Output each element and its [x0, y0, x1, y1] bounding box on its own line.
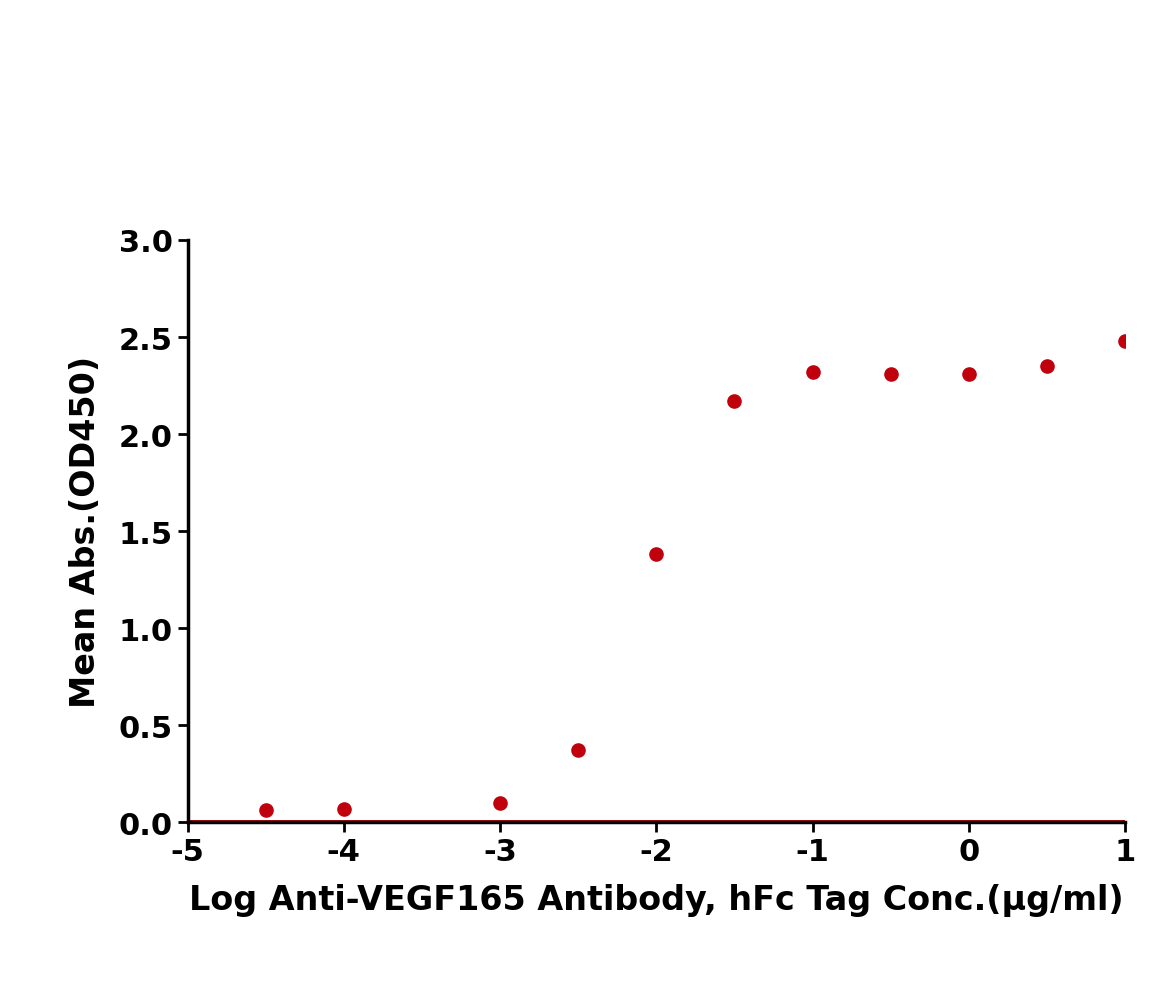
Point: [491, 795, 510, 811]
Y-axis label: Mean Abs.(OD450): Mean Abs.(OD450): [69, 356, 102, 707]
Point: [803, 364, 822, 380]
Point: [334, 800, 353, 816]
Point: [881, 366, 900, 382]
Point: [568, 742, 587, 758]
Point: [257, 801, 275, 817]
Point: [960, 366, 979, 382]
X-axis label: Log Anti-VEGF165 Antibody, hFc Tag Conc.(μg/ml): Log Anti-VEGF165 Antibody, hFc Tag Conc.…: [189, 883, 1124, 916]
Point: [725, 393, 744, 409]
Point: [1116, 334, 1134, 350]
Point: [1037, 359, 1056, 375]
Point: [647, 547, 666, 563]
